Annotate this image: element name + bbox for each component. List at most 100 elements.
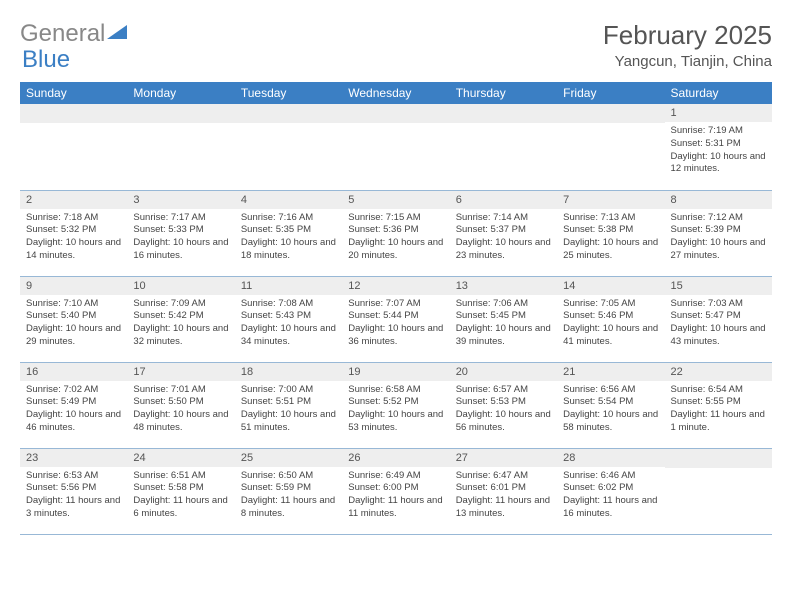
calendar-head: SundayMondayTuesdayWednesdayThursdayFrid… [20,82,772,104]
day-number: 22 [665,363,772,381]
day-number: 8 [665,191,772,209]
calendar-cell: 19Sunrise: 6:58 AMSunset: 5:52 PMDayligh… [342,362,449,448]
day-body: Sunrise: 6:47 AMSunset: 6:01 PMDaylight:… [450,467,557,525]
day-body: Sunrise: 7:09 AMSunset: 5:42 PMDaylight:… [127,295,234,353]
calendar-cell: 1Sunrise: 7:19 AMSunset: 5:31 PMDaylight… [665,104,772,190]
calendar-cell: 2Sunrise: 7:18 AMSunset: 5:32 PMDaylight… [20,190,127,276]
calendar-cell: 14Sunrise: 7:05 AMSunset: 5:46 PMDayligh… [557,276,664,362]
day-body: Sunrise: 6:57 AMSunset: 5:53 PMDaylight:… [450,381,557,439]
calendar-cell [342,104,449,190]
column-header: Tuesday [235,82,342,104]
day-body: Sunrise: 6:53 AMSunset: 5:56 PMDaylight:… [20,467,127,525]
day-body: Sunrise: 6:50 AMSunset: 5:59 PMDaylight:… [235,467,342,525]
day-body: Sunrise: 7:07 AMSunset: 5:44 PMDaylight:… [342,295,449,353]
empty-day [450,104,557,123]
day-number: 12 [342,277,449,295]
calendar-cell: 3Sunrise: 7:17 AMSunset: 5:33 PMDaylight… [127,190,234,276]
calendar-cell: 11Sunrise: 7:08 AMSunset: 5:43 PMDayligh… [235,276,342,362]
calendar-table: SundayMondayTuesdayWednesdayThursdayFrid… [20,82,772,535]
day-number: 19 [342,363,449,381]
day-number: 10 [127,277,234,295]
calendar-cell: 13Sunrise: 7:06 AMSunset: 5:45 PMDayligh… [450,276,557,362]
day-number: 25 [235,449,342,467]
day-body: Sunrise: 7:13 AMSunset: 5:38 PMDaylight:… [557,209,664,267]
column-header: Monday [127,82,234,104]
title-block: February 2025 Yangcun, Tianjin, China [603,20,772,70]
calendar-cell: 10Sunrise: 7:09 AMSunset: 5:42 PMDayligh… [127,276,234,362]
calendar-cell [20,104,127,190]
calendar-cell: 6Sunrise: 7:14 AMSunset: 5:37 PMDaylight… [450,190,557,276]
day-number: 6 [450,191,557,209]
calendar-cell [127,104,234,190]
calendar-cell: 24Sunrise: 6:51 AMSunset: 5:58 PMDayligh… [127,448,234,534]
calendar-cell: 23Sunrise: 6:53 AMSunset: 5:56 PMDayligh… [20,448,127,534]
day-body: Sunrise: 6:51 AMSunset: 5:58 PMDaylight:… [127,467,234,525]
empty-day [557,104,664,123]
day-number: 21 [557,363,664,381]
day-body: Sunrise: 6:46 AMSunset: 6:02 PMDaylight:… [557,467,664,525]
day-number: 4 [235,191,342,209]
day-number: 14 [557,277,664,295]
calendar-cell [450,104,557,190]
day-body: Sunrise: 7:14 AMSunset: 5:37 PMDaylight:… [450,209,557,267]
calendar-cell [235,104,342,190]
calendar-row: 9Sunrise: 7:10 AMSunset: 5:40 PMDaylight… [20,276,772,362]
empty-day [127,104,234,123]
calendar-cell: 18Sunrise: 7:00 AMSunset: 5:51 PMDayligh… [235,362,342,448]
day-number: 23 [20,449,127,467]
day-body: Sunrise: 7:06 AMSunset: 5:45 PMDaylight:… [450,295,557,353]
day-body: Sunrise: 6:56 AMSunset: 5:54 PMDaylight:… [557,381,664,439]
calendar-cell: 12Sunrise: 7:07 AMSunset: 5:44 PMDayligh… [342,276,449,362]
day-number: 5 [342,191,449,209]
day-body: Sunrise: 7:02 AMSunset: 5:49 PMDaylight:… [20,381,127,439]
calendar-cell: 25Sunrise: 6:50 AMSunset: 5:59 PMDayligh… [235,448,342,534]
calendar-row: 23Sunrise: 6:53 AMSunset: 5:56 PMDayligh… [20,448,772,534]
day-body: Sunrise: 6:49 AMSunset: 6:00 PMDaylight:… [342,467,449,525]
day-body: Sunrise: 7:03 AMSunset: 5:47 PMDaylight:… [665,295,772,353]
day-body: Sunrise: 7:08 AMSunset: 5:43 PMDaylight:… [235,295,342,353]
calendar-cell: 9Sunrise: 7:10 AMSunset: 5:40 PMDaylight… [20,276,127,362]
calendar-cell: 26Sunrise: 6:49 AMSunset: 6:00 PMDayligh… [342,448,449,534]
day-body: Sunrise: 7:10 AMSunset: 5:40 PMDaylight:… [20,295,127,353]
calendar-cell: 4Sunrise: 7:16 AMSunset: 5:35 PMDaylight… [235,190,342,276]
day-number: 26 [342,449,449,467]
day-number: 3 [127,191,234,209]
empty-day [665,449,772,468]
logo: General [20,20,129,48]
day-body: Sunrise: 7:01 AMSunset: 5:50 PMDaylight:… [127,381,234,439]
empty-day [235,104,342,123]
calendar-cell: 17Sunrise: 7:01 AMSunset: 5:50 PMDayligh… [127,362,234,448]
day-body: Sunrise: 7:16 AMSunset: 5:35 PMDaylight:… [235,209,342,267]
day-number: 13 [450,277,557,295]
day-number: 24 [127,449,234,467]
day-number: 28 [557,449,664,467]
calendar-row: 1Sunrise: 7:19 AMSunset: 5:31 PMDaylight… [20,104,772,190]
column-header: Saturday [665,82,772,104]
day-number: 27 [450,449,557,467]
calendar-cell: 20Sunrise: 6:57 AMSunset: 5:53 PMDayligh… [450,362,557,448]
day-body: Sunrise: 7:12 AMSunset: 5:39 PMDaylight:… [665,209,772,267]
calendar-cell: 21Sunrise: 6:56 AMSunset: 5:54 PMDayligh… [557,362,664,448]
day-body: Sunrise: 6:58 AMSunset: 5:52 PMDaylight:… [342,381,449,439]
day-number: 15 [665,277,772,295]
calendar-cell: 27Sunrise: 6:47 AMSunset: 6:01 PMDayligh… [450,448,557,534]
calendar-cell: 5Sunrise: 7:15 AMSunset: 5:36 PMDaylight… [342,190,449,276]
column-header: Thursday [450,82,557,104]
empty-day [20,104,127,123]
day-number: 20 [450,363,557,381]
logo-triangle-icon [107,20,129,48]
calendar-cell: 8Sunrise: 7:12 AMSunset: 5:39 PMDaylight… [665,190,772,276]
page-title: February 2025 [603,20,772,51]
calendar-cell: 7Sunrise: 7:13 AMSunset: 5:38 PMDaylight… [557,190,664,276]
calendar-cell: 15Sunrise: 7:03 AMSunset: 5:47 PMDayligh… [665,276,772,362]
header: General February 2025 Yangcun, Tianjin, … [20,20,772,70]
day-body: Sunrise: 7:00 AMSunset: 5:51 PMDaylight:… [235,381,342,439]
day-body: Sunrise: 7:18 AMSunset: 5:32 PMDaylight:… [20,209,127,267]
day-body: Sunrise: 7:15 AMSunset: 5:36 PMDaylight:… [342,209,449,267]
day-number: 18 [235,363,342,381]
column-header: Wednesday [342,82,449,104]
logo-line2: Blue [22,46,70,74]
day-body: Sunrise: 7:05 AMSunset: 5:46 PMDaylight:… [557,295,664,353]
day-body: Sunrise: 7:19 AMSunset: 5:31 PMDaylight:… [665,122,772,180]
location-label: Yangcun, Tianjin, China [603,53,772,70]
